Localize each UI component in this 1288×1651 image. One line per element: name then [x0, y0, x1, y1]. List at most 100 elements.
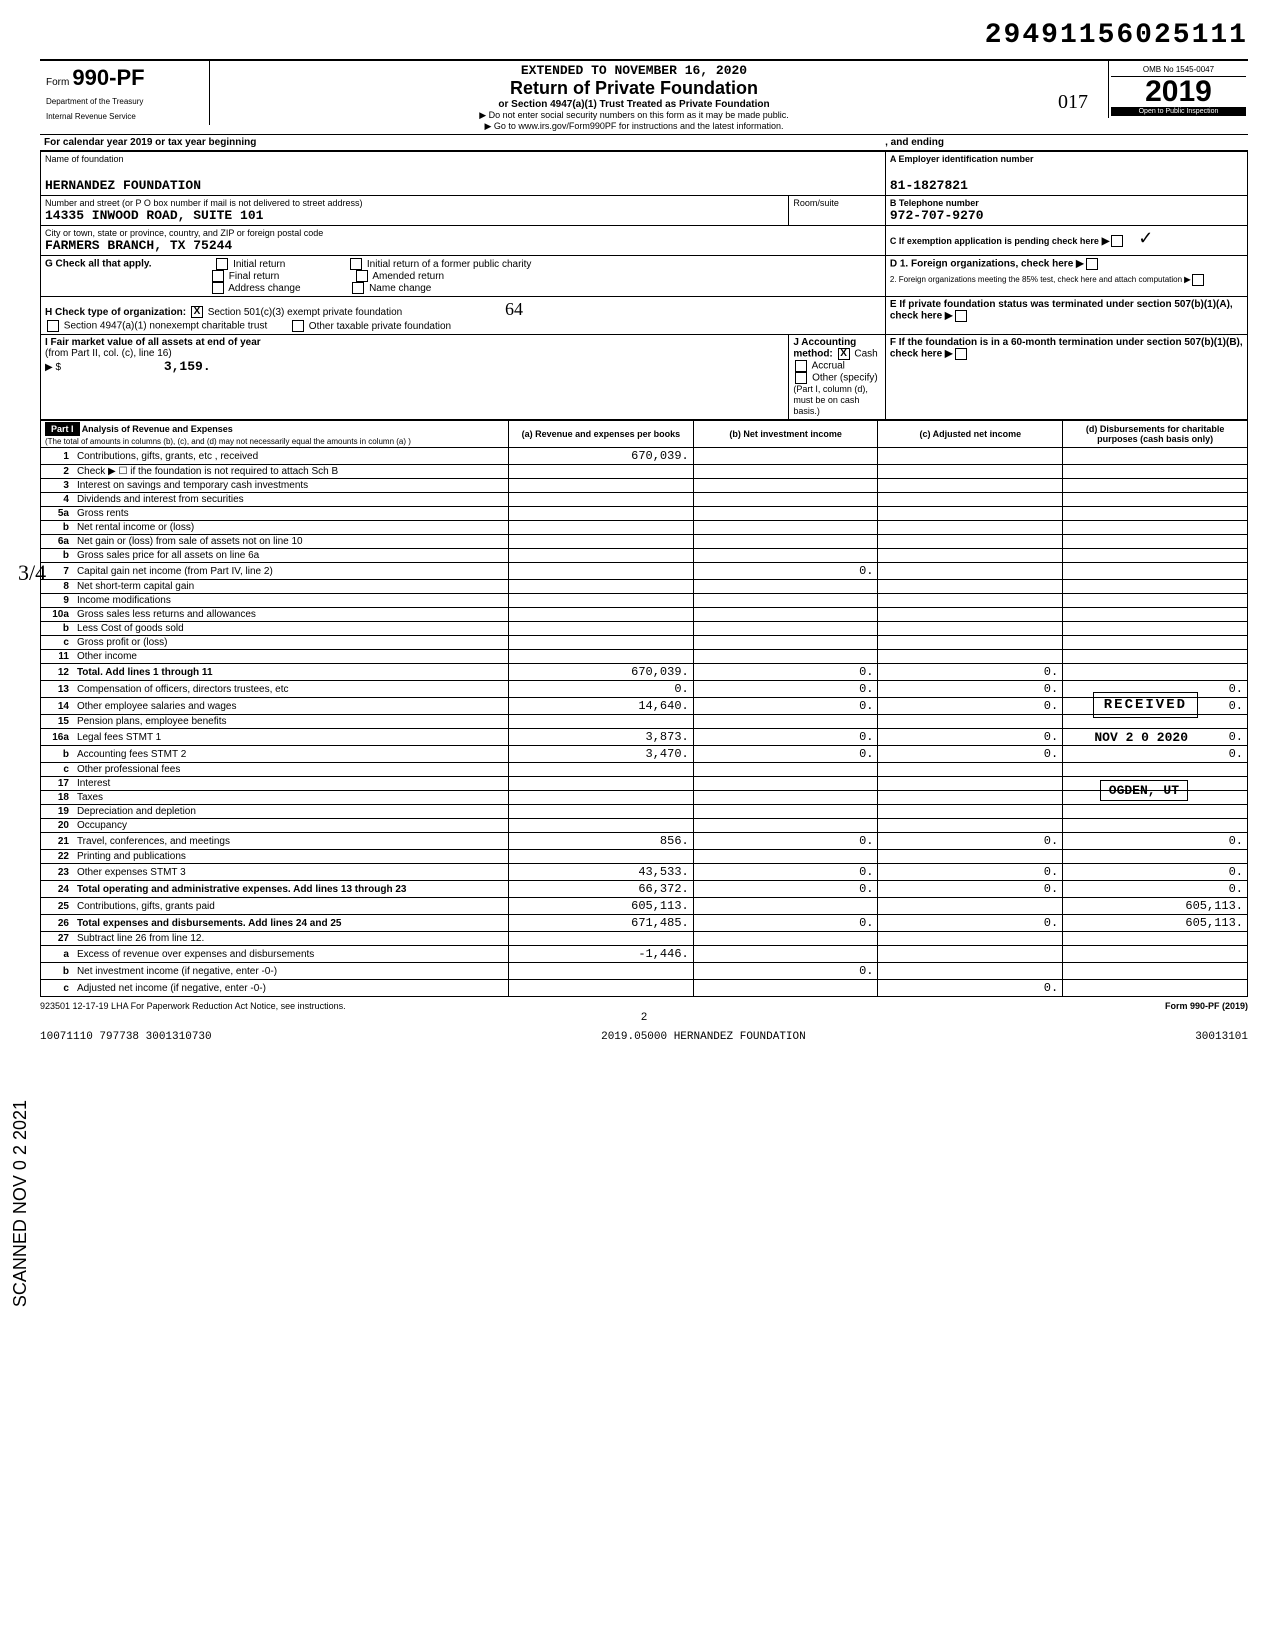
handwritten-64: 64: [505, 299, 523, 319]
table-row: 14Other employee salaries and wages14,64…: [41, 698, 1248, 715]
d2-checkbox[interactable]: [1192, 274, 1204, 286]
table-row: 9Income modifications: [41, 594, 1248, 608]
received-stamp: RECEIVED: [1093, 692, 1198, 718]
table-row: 25Contributions, gifts, grants paid605,1…: [41, 898, 1248, 915]
table-row: 8Net short-term capital gain: [41, 580, 1248, 594]
dept-irs: Internal Revenue Service: [46, 112, 203, 121]
h-opt3: Other taxable private foundation: [309, 321, 451, 332]
ein-label: A Employer identification number: [890, 154, 1243, 164]
h-501c3-checkbox[interactable]: X: [191, 306, 203, 318]
col-d-header: (d) Disbursements for charitable purpose…: [1063, 421, 1248, 448]
j-cash: Cash: [854, 349, 877, 360]
f-label: F If the foundation is in a 60-month ter…: [890, 337, 1243, 360]
phone-label: B Telephone number: [890, 198, 1243, 208]
table-row: 27Subtract line 26 from line 12.: [41, 932, 1248, 946]
sub-title: or Section 4947(a)(1) Trust Treated as P…: [220, 99, 1048, 110]
footer-center: 2019.05000 HERNANDEZ FOUNDATION: [601, 1031, 806, 1043]
g-former-checkbox[interactable]: [350, 258, 362, 270]
f-checkbox[interactable]: [955, 348, 967, 360]
lha-note: 923501 12-17-19 LHA For Paperwork Reduct…: [40, 1001, 346, 1011]
table-row: 7Capital gain net income (from Part IV, …: [41, 563, 1248, 580]
table-row: 2Check ▶ ☐ if the foundation is not requ…: [41, 465, 1248, 479]
extended-line: EXTENDED TO NOVEMBER 16, 2020: [220, 63, 1048, 78]
c-checkbox[interactable]: [1111, 235, 1123, 247]
city-value: FARMERS BRANCH, TX 75244: [45, 238, 881, 253]
h-label: H Check type of organization:: [45, 307, 186, 318]
main-title: Return of Private Foundation: [220, 78, 1048, 99]
table-row: 22Printing and publications: [41, 850, 1248, 864]
handwritten-checkmark: ✓: [1138, 228, 1153, 248]
page-footer: 10071110 797738 3001310730 2019.05000 HE…: [40, 1031, 1248, 1043]
table-row: 13Compensation of officers, directors tr…: [41, 681, 1248, 698]
i-sub: (from Part II, col. (c), line 16): [45, 348, 172, 359]
table-row: 12Total. Add lines 1 through 11670,039.0…: [41, 664, 1248, 681]
ending-label: , and ending: [885, 137, 944, 148]
page-number: 2: [40, 1011, 1248, 1023]
g-opt-0: Initial return: [233, 259, 285, 270]
handwritten-34: 3/4: [18, 560, 46, 586]
e-checkbox[interactable]: [955, 310, 967, 322]
table-row: 24Total operating and administrative exp…: [41, 881, 1248, 898]
j-cash-checkbox[interactable]: X: [838, 348, 850, 360]
h-opt1: Section 501(c)(3) exempt private foundat…: [208, 307, 403, 318]
table-row: 1Contributions, gifts, grants, etc , rec…: [41, 448, 1248, 465]
table-row: bGross sales price for all assets on lin…: [41, 549, 1248, 563]
table-row: cOther professional fees: [41, 763, 1248, 777]
table-row: bAccounting fees STMT 23,470.0.0.0.: [41, 746, 1248, 763]
table-row: 20Occupancy: [41, 819, 1248, 833]
instr-1: ▶ Do not enter social security numbers o…: [220, 110, 1048, 121]
table-row: 16aLegal fees STMT 13,873.0.0.0.: [41, 729, 1248, 746]
part1-label: Part I: [45, 422, 80, 436]
handwritten-017: 017: [1058, 61, 1108, 114]
table-row: cAdjusted net income (if negative, enter…: [41, 980, 1248, 997]
dln-number: 29491156025111: [40, 20, 1248, 51]
g-amended-checkbox[interactable]: [356, 270, 368, 282]
table-row: 18Taxes: [41, 791, 1248, 805]
table-row: 11Other income: [41, 650, 1248, 664]
table-row: cGross profit or (loss): [41, 636, 1248, 650]
d2-label: 2. Foreign organizations meeting the 85%…: [890, 275, 1182, 284]
scanned-stamp: SCANNED NOV 0 2 2021: [10, 1100, 31, 1307]
header-info-table: Name of foundation HERNANDEZ FOUNDATION …: [40, 151, 1248, 420]
footer-left: 10071110 797738 3001310730: [40, 1031, 212, 1043]
j-other-checkbox[interactable]: [795, 372, 807, 384]
g-opt-5: Name change: [369, 283, 431, 294]
analysis-table: Part I Analysis of Revenue and Expenses …: [40, 420, 1248, 997]
g-name-checkbox[interactable]: [352, 282, 364, 294]
form-label: Form: [46, 77, 69, 88]
j-accrual-checkbox[interactable]: [795, 360, 807, 372]
j-other: Other (specify): [812, 373, 878, 384]
j-note: (Part I, column (d), must be on cash bas…: [793, 384, 868, 416]
ogden-stamp: OGDEN, UT: [1100, 780, 1188, 801]
g-address-checkbox[interactable]: [212, 282, 224, 294]
table-row: 23Other expenses STMT 343,533.0.0.0.: [41, 864, 1248, 881]
i-label: I Fair market value of all assets at end…: [45, 337, 261, 348]
g-label: G Check all that apply.: [45, 259, 152, 270]
h-other-checkbox[interactable]: [292, 320, 304, 332]
table-row: 6aNet gain or (loss) from sale of assets…: [41, 535, 1248, 549]
g-opt-2: Address change: [228, 283, 300, 294]
g-opt-1: Final return: [229, 271, 280, 282]
table-row: 3Interest on savings and temporary cash …: [41, 479, 1248, 493]
g-final-checkbox[interactable]: [212, 270, 224, 282]
d1-checkbox[interactable]: [1086, 258, 1098, 270]
tax-year: 2019: [1111, 77, 1246, 107]
title-box: EXTENDED TO NOVEMBER 16, 2020 Return of …: [210, 61, 1058, 134]
form-footer: Form 990-PF (2019): [1165, 1001, 1248, 1011]
part1-title: Analysis of Revenue and Expenses: [82, 424, 233, 434]
table-row: 21Travel, conferences, and meetings856.0…: [41, 833, 1248, 850]
cal-year-label: For calendar year 2019 or tax year begin…: [44, 137, 256, 148]
table-row: bNet rental income or (loss): [41, 521, 1248, 535]
h-4947-checkbox[interactable]: [47, 320, 59, 332]
c-label: C If exemption application is pending ch…: [890, 236, 1099, 246]
col-a-header: (a) Revenue and expenses per books: [509, 421, 694, 448]
form-number: 990-PF: [72, 65, 144, 90]
instr-2: ▶ Go to www.irs.gov/Form990PF for instru…: [220, 121, 1048, 132]
i-value: 3,159.: [164, 359, 211, 374]
table-row: aExcess of revenue over expenses and dis…: [41, 946, 1248, 963]
table-row: 15Pension plans, employee benefits: [41, 715, 1248, 729]
open-inspection: Open to Public Inspection: [1111, 107, 1246, 116]
room-label: Room/suite: [793, 198, 881, 208]
year-box: OMB No 1545-0047 2019 Open to Public Ins…: [1108, 61, 1248, 118]
g-initial-checkbox[interactable]: [216, 258, 228, 270]
